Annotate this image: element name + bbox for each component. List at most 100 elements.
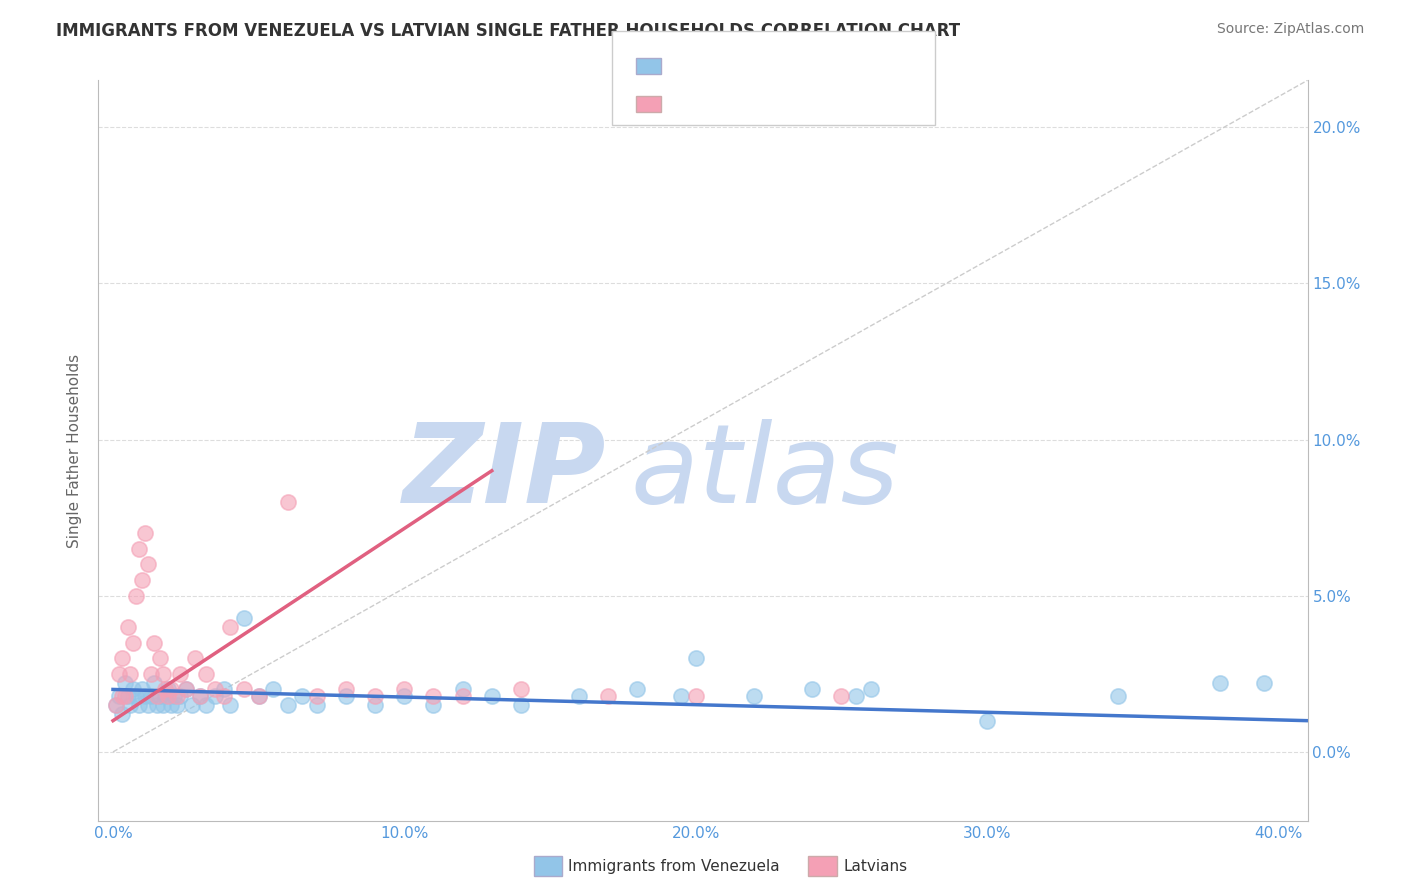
- Point: [742, 689, 765, 703]
- Point: [136, 558, 159, 572]
- Point: [120, 666, 142, 681]
- Point: [174, 682, 197, 697]
- Point: [149, 651, 172, 665]
- Point: [125, 589, 148, 603]
- Point: [277, 495, 299, 509]
- Point: [685, 651, 707, 665]
- Point: [305, 698, 328, 712]
- Point: [136, 698, 159, 712]
- Point: [139, 689, 162, 703]
- Point: [125, 689, 148, 703]
- Point: [212, 682, 235, 697]
- Point: [394, 682, 416, 697]
- Point: [335, 689, 357, 703]
- Text: IMMIGRANTS FROM VENEZUELA VS LATVIAN SINGLE FATHER HOUSEHOLDS CORRELATION CHART: IMMIGRANTS FROM VENEZUELA VS LATVIAN SIN…: [56, 22, 960, 40]
- Point: [291, 689, 314, 703]
- Point: [131, 682, 153, 697]
- Point: [128, 698, 150, 712]
- Point: [139, 666, 162, 681]
- Point: [108, 666, 131, 681]
- Point: [277, 698, 299, 712]
- Point: [145, 689, 167, 703]
- Point: [195, 666, 218, 681]
- Point: [626, 682, 648, 697]
- Point: [114, 689, 136, 703]
- Point: [120, 698, 142, 712]
- Point: [233, 610, 256, 624]
- Point: [111, 651, 134, 665]
- Text: Immigrants from Venezuela: Immigrants from Venezuela: [568, 859, 780, 873]
- Point: [451, 689, 474, 703]
- Point: [149, 689, 172, 703]
- Point: [801, 682, 824, 697]
- Point: [451, 682, 474, 697]
- Point: [218, 620, 240, 634]
- Point: [122, 682, 145, 697]
- Point: [122, 635, 145, 649]
- Text: N = 55: N = 55: [794, 52, 852, 67]
- Point: [104, 698, 127, 712]
- Point: [152, 698, 174, 712]
- Point: [976, 714, 998, 728]
- Text: Source: ZipAtlas.com: Source: ZipAtlas.com: [1216, 22, 1364, 37]
- Point: [212, 689, 235, 703]
- Point: [481, 689, 503, 703]
- Text: atlas: atlas: [630, 419, 898, 526]
- Point: [160, 698, 183, 712]
- Point: [180, 698, 202, 712]
- Point: [111, 707, 134, 722]
- Point: [111, 689, 134, 703]
- Point: [204, 689, 226, 703]
- Text: N = 43: N = 43: [794, 90, 852, 105]
- Point: [131, 573, 153, 587]
- Text: Latvians: Latvians: [844, 859, 908, 873]
- Point: [422, 698, 444, 712]
- Point: [155, 682, 177, 697]
- Point: [157, 682, 180, 697]
- Point: [114, 676, 136, 690]
- Point: [104, 698, 127, 712]
- Point: [142, 676, 165, 690]
- Point: [128, 541, 150, 556]
- Point: [335, 682, 357, 697]
- Point: [157, 689, 180, 703]
- Point: [598, 689, 620, 703]
- Point: [183, 651, 205, 665]
- Point: [509, 698, 531, 712]
- Point: [190, 689, 212, 703]
- Point: [166, 689, 188, 703]
- Point: [155, 689, 177, 703]
- Point: [669, 689, 692, 703]
- Y-axis label: Single Father Households: Single Father Households: [67, 353, 83, 548]
- Point: [568, 689, 591, 703]
- Point: [859, 682, 882, 697]
- Point: [422, 689, 444, 703]
- Point: [145, 698, 167, 712]
- Point: [364, 689, 387, 703]
- Point: [685, 689, 707, 703]
- Point: [1253, 676, 1275, 690]
- Point: [190, 689, 212, 703]
- Point: [305, 689, 328, 703]
- Point: [218, 698, 240, 712]
- Point: [204, 682, 226, 697]
- Point: [117, 689, 139, 703]
- Point: [169, 689, 191, 703]
- Point: [364, 698, 387, 712]
- Point: [247, 689, 270, 703]
- Point: [845, 689, 868, 703]
- Point: [108, 689, 131, 703]
- Point: [1209, 676, 1232, 690]
- Point: [163, 689, 186, 703]
- Point: [262, 682, 284, 697]
- Point: [195, 698, 218, 712]
- Point: [160, 682, 183, 697]
- Point: [174, 682, 197, 697]
- Text: R =  0.380: R = 0.380: [672, 90, 761, 105]
- Text: R = -0.196: R = -0.196: [672, 52, 762, 67]
- Point: [830, 689, 852, 703]
- Point: [233, 682, 256, 697]
- Point: [1107, 689, 1129, 703]
- Point: [134, 526, 156, 541]
- Point: [247, 689, 270, 703]
